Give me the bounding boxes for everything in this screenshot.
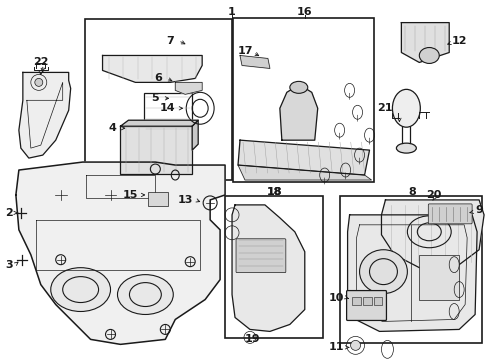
Text: 6: 6 [154,73,162,84]
Polygon shape [175,82,202,94]
FancyBboxPatch shape [346,291,387,320]
Text: 1: 1 [228,6,236,17]
Bar [85,19,232,180]
Bar [373,297,383,305]
Ellipse shape [392,89,420,127]
Polygon shape [121,120,198,126]
Text: 18: 18 [267,187,283,197]
FancyBboxPatch shape [428,204,472,224]
Text: 18: 18 [267,187,283,197]
Text: 12: 12 [451,36,467,46]
Polygon shape [238,165,371,180]
Text: 8: 8 [409,187,416,197]
Bar [352,297,361,305]
Bar [363,297,371,305]
Polygon shape [238,140,369,175]
Text: 17: 17 [237,45,253,55]
Ellipse shape [290,81,308,93]
Bar [233,18,374,182]
Bar [121,126,192,174]
Text: 19: 19 [245,334,261,345]
Ellipse shape [419,48,439,63]
Bar [340,196,482,343]
Text: 3: 3 [5,260,13,270]
Ellipse shape [118,275,173,315]
Bar [145,93,192,131]
Text: 7: 7 [167,36,174,46]
Text: 22: 22 [33,58,49,67]
Text: 9: 9 [475,205,483,215]
Bar [148,192,168,206]
Ellipse shape [35,78,43,86]
Polygon shape [347,215,477,332]
Text: 4: 4 [109,123,117,133]
Text: 16: 16 [297,6,313,17]
Ellipse shape [51,268,111,311]
Text: 21: 21 [377,103,392,113]
Polygon shape [232,205,305,332]
Ellipse shape [396,143,416,153]
Text: 15: 15 [123,190,138,200]
Text: 2: 2 [5,208,13,218]
Text: 11: 11 [329,342,344,352]
Text: 5: 5 [151,93,159,103]
Text: 13: 13 [177,195,193,205]
Text: 20: 20 [427,190,442,200]
FancyBboxPatch shape [236,239,286,273]
Polygon shape [19,72,71,158]
Bar [419,255,459,300]
Ellipse shape [350,340,361,350]
Polygon shape [102,55,202,82]
Polygon shape [240,55,270,68]
Polygon shape [16,162,225,345]
Ellipse shape [360,250,407,293]
Text: 10: 10 [329,293,344,302]
Polygon shape [382,200,484,268]
Polygon shape [401,23,449,62]
Text: 14: 14 [159,103,175,113]
Polygon shape [192,120,198,150]
Polygon shape [280,87,318,140]
Bar [225,196,323,338]
